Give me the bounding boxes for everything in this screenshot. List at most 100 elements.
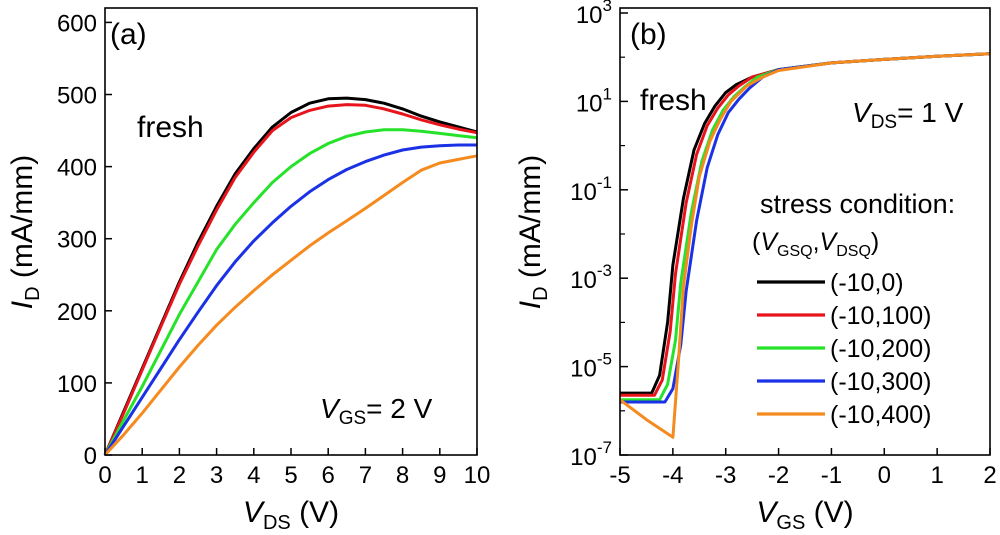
panel-b-ticks (619, 12, 991, 456)
panel-a-series-10-300 (103, 143, 477, 456)
legend-entry-label: (-10,200) (830, 335, 931, 363)
tick-base: 10 (570, 179, 597, 206)
tick-base: 10 (576, 90, 603, 117)
panel-b-legend: stress condition: (VGSQ,VDSQ) (-10,0)(-1… (752, 189, 955, 429)
panel-a-x-tick-label: 10 (464, 462, 491, 489)
panel-b-y-tick-label: 101 (576, 84, 612, 117)
panel-b-frame (619, 7, 991, 456)
panel-a-frame (104, 7, 478, 456)
panel-b-annotation: fresh (640, 84, 707, 117)
tick-base: 10 (570, 444, 597, 471)
tick-exponent: -3 (597, 261, 612, 280)
tick-exponent: 1 (603, 84, 612, 103)
panel-b-x-title-sub: GS (776, 512, 805, 534)
tick-exponent: -5 (597, 350, 612, 369)
legend-entry-label: (-10,400) (830, 401, 931, 429)
panel-a-x-tick-label: 3 (210, 462, 223, 489)
panel-a-y-tick-label: 400 (57, 155, 97, 182)
panel-b-x-tick-label: -2 (768, 462, 789, 489)
panel-a-y-tick-labels: 0 100 200 300 400 500 600 (57, 10, 97, 470)
panel-b-y-title-rest: (mA/mm) (514, 155, 547, 287)
panel-b-x-tick-labels: -5 -4 -3 -2 -1 0 1 2 (609, 462, 996, 489)
panel-a-series-10-100 (103, 103, 478, 456)
panel-a-x-tick-label: 6 (322, 462, 335, 489)
panel-b-y-tick-label: 10-3 (570, 261, 612, 294)
tick-base: 10 (576, 2, 603, 29)
panel-b-x-tick-label: 0 (878, 462, 891, 489)
panel-a-y-title-rest: (mA/mm) (6, 155, 39, 287)
panel-a-condition-rest: = 2 V (366, 393, 432, 424)
tick-base: 10 (570, 356, 597, 383)
panel-a-series-10-400 (103, 154, 478, 457)
panel-a-x-title-var: V (243, 496, 266, 529)
panel-b-x-title-var: V (756, 496, 779, 529)
legend-sub-comma: , (813, 228, 820, 256)
panel-b-x-tick-label: 1 (930, 462, 943, 489)
panel-a-x-tick-label: 8 (396, 462, 409, 489)
legend-entry-10-400: (-10,400) (757, 401, 931, 429)
legend-entry-label: (-10,0) (830, 269, 904, 297)
panel-a-y-tick-label: 0 (84, 443, 97, 470)
panel-b-series-10-400 (619, 52, 991, 439)
panel-a-condition-sub: GS (339, 408, 366, 429)
legend-sub-open: ( (752, 228, 761, 256)
tick-exponent: 3 (603, 0, 612, 15)
panel-a-y-title-var: I (6, 301, 39, 309)
panel-a-x-tick-label: 7 (359, 462, 372, 489)
panel-a-y-tick-label: 200 (57, 299, 97, 326)
panel-a-y-title-sub: D (22, 286, 44, 300)
panel-b-y-title-sub: D (530, 286, 552, 300)
panel-a-condition-var: V (320, 393, 341, 424)
panel-b-x-tick-label: -1 (821, 462, 842, 489)
panel-b-series (619, 52, 991, 439)
panel-a-y-tick-label: 600 (57, 10, 97, 37)
panel-b-x-tick-label: -4 (662, 462, 683, 489)
panel-a-annotation: fresh (137, 111, 204, 144)
panel-a-x-title-rest: (V) (291, 496, 339, 529)
panel-b-y-tick-label: 10-1 (570, 173, 612, 206)
legend-entry-10-200: (-10,200) (757, 335, 931, 363)
panel-b-x-axis-title: VGS (V) (756, 496, 853, 534)
panel-b-x-tick-label: -3 (715, 462, 736, 489)
panel-b-label: (b) (630, 18, 667, 51)
panel-a-x-tick-label: 4 (247, 462, 260, 489)
panel-a-y-tick-label: 500 (57, 83, 97, 110)
panel-a-x-axis-title: VDS (V) (243, 496, 339, 534)
legend-entry-10-100: (-10,100) (757, 302, 931, 330)
legend-entry-label: (-10,300) (830, 368, 931, 396)
legend-entry-10-300: (-10,300) (757, 368, 931, 396)
panel-b-y-title-var: I (514, 301, 547, 309)
tick-exponent: -1 (597, 173, 612, 192)
panel-a-y-tick-label: 300 (57, 227, 97, 254)
panel-a-x-tick-label: 0 (98, 462, 111, 489)
panel-b-y-tick-label: 10-7 (570, 438, 612, 471)
panel-b-x-tick-label: -5 (609, 462, 630, 489)
legend-title: stress condition: (760, 189, 955, 219)
panel-b-y-tick-label: 10-5 (570, 350, 612, 383)
legend-entry-10-0: (-10,0) (757, 269, 904, 297)
legend-entries: (-10,0) (-10,100) (-10,200) (-10,300) (-10,4… (757, 269, 931, 429)
panel-a-x-tick-label: 1 (136, 462, 149, 489)
panel-a-x-tick-label: 9 (433, 462, 446, 489)
legend-subtitle: (VGSQ,VDSQ) (752, 228, 879, 260)
legend-sub-s2: DSQ (836, 243, 871, 260)
panel-a-series (103, 96, 478, 457)
panel-b-condition-sub: DS (871, 112, 897, 133)
panel-a-x-title-sub: DS (263, 512, 291, 534)
panel-a-y-axis-title: ID (mA/mm) (6, 155, 44, 309)
panel-a-x-tick-label: 2 (173, 462, 186, 489)
panel-b-x-title-rest: (V) (805, 496, 853, 529)
tick-exponent: -7 (597, 438, 612, 457)
panel-b-condition: VDS= 1 V (852, 97, 964, 133)
panel-a-x-tick-labels: 0 1 2 3 4 5 6 7 8 9 10 (98, 462, 490, 489)
panel-b-condition-rest: = 1 V (897, 97, 963, 128)
panel-a-x-tick-label: 5 (284, 462, 297, 489)
legend-sub-v1: V (760, 228, 779, 256)
panel-a-y-tick-label: 100 (57, 371, 97, 398)
legend-sub-v2: V (820, 228, 839, 256)
panel-a-condition: VGS= 2 V (320, 393, 433, 429)
